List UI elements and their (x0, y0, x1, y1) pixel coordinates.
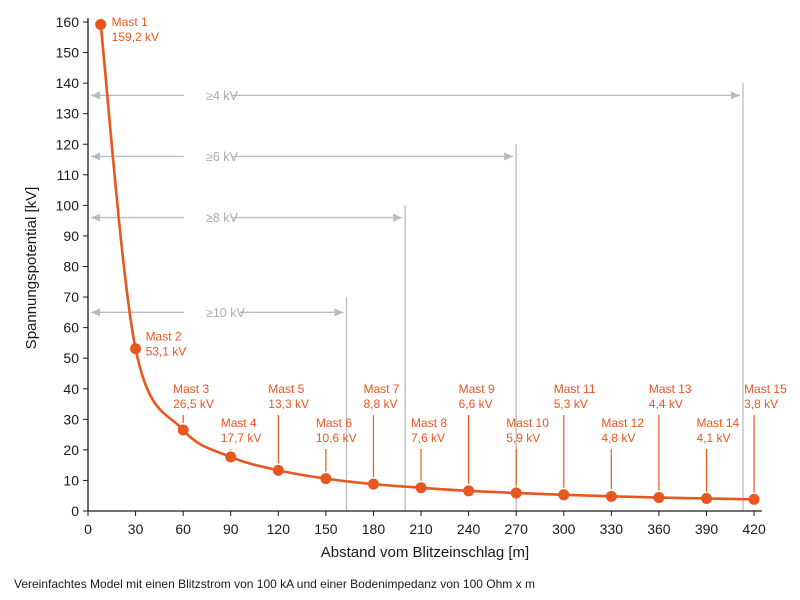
x-axis-title: Abstand vom Blitzeinschlag [m] (321, 544, 529, 561)
mast-name-label-6: Mast 6 (316, 416, 352, 430)
mast-point-9 (463, 485, 475, 497)
x-tick-label: 210 (409, 521, 433, 537)
y-axis-title: Spannungspotential [kV] (23, 187, 40, 350)
potential-curve (99, 23, 756, 501)
y-tick-label: 130 (56, 106, 80, 122)
mast-point-11 (558, 489, 570, 501)
reference-arrowhead-left-3 (91, 213, 100, 222)
mast-value-label-15: 3,8 kV (744, 397, 778, 411)
mast-name-label-12: Mast 12 (601, 416, 644, 430)
mast-point-15 (748, 493, 760, 505)
y-tick-label: 110 (57, 167, 80, 183)
mast-point-5 (272, 464, 284, 476)
mast-value-label-11: 5,3 kV (554, 397, 588, 411)
y-tick-label: 100 (56, 197, 80, 213)
mast-point-1 (95, 18, 107, 30)
mast-name-label-10: Mast 10 (506, 416, 549, 430)
reference-label-4: ≥10 kV (206, 306, 245, 320)
x-tick-label: 150 (314, 521, 338, 537)
mast-value-label-7: 8,8 kV (363, 397, 397, 411)
reference-arrowhead-left-4 (91, 308, 100, 317)
axes: 0 10 20 30 40 50 60 70 80 90 100 110 120 130 140 150 160… (56, 14, 766, 537)
x-tick-label: 180 (362, 521, 386, 537)
mast-name-label-15: Mast 15 (744, 382, 787, 396)
reference-label-2: ≥6 kV (206, 150, 239, 164)
mast-value-label-5: 13,3 kV (268, 397, 309, 411)
mast-point-8 (415, 482, 427, 494)
y-tick-label: 50 (63, 350, 79, 366)
reference-arrowhead-right-2 (504, 152, 514, 161)
mast-value-label-9: 6,6 kV (459, 397, 493, 411)
y-tick-label: 60 (63, 320, 79, 336)
mast-value-label-14: 4,1 kV (696, 431, 730, 445)
reference-arrowhead-left-1 (91, 91, 100, 100)
mast-value-label-3: 26,5 kV (173, 397, 214, 411)
mast-name-label-9: Mast 9 (459, 382, 495, 396)
reference-label-1: ≥4 kV (206, 89, 239, 103)
y-tick-label: 0 (71, 503, 79, 519)
curve (95, 18, 760, 505)
mast-name-label-3: Mast 3 (173, 382, 209, 396)
x-tick-label: 300 (552, 521, 576, 537)
reference-arrowhead-right-1 (730, 91, 740, 100)
mast-name-label-13: Mast 13 (649, 382, 692, 396)
mast-value-label-2: 53,1 kV (146, 345, 187, 359)
mast-value-label-10: 5,9 kV (506, 431, 540, 445)
y-tick-label: 10 (63, 472, 79, 488)
mast-point-3 (177, 424, 189, 436)
mast-value-label-8: 7,6 kV (411, 431, 445, 445)
x-tick-label: 0 (84, 521, 92, 537)
x-tick-label: 330 (600, 521, 624, 537)
mast-name-label-1: Mast 1 (112, 15, 148, 29)
mast-point-7 (367, 478, 379, 490)
mast-value-label-12: 4,8 kV (601, 431, 635, 445)
mast-point-13 (653, 492, 665, 504)
mast-name-label-8: Mast 8 (411, 416, 447, 430)
mast-name-label-2: Mast 2 (146, 330, 182, 344)
x-tick-label: 420 (742, 521, 766, 537)
reference-lines: ≥4 kV ≥6 kV ≥8 kV ≥10 kV (91, 83, 744, 511)
reference-arrowhead-right-3 (393, 213, 403, 222)
mast-name-label-11: Mast 11 (554, 382, 596, 396)
mast-point-12 (605, 490, 617, 502)
mast-value-label-13: 4,4 kV (649, 397, 683, 411)
x-tick-label: 270 (505, 521, 529, 537)
reference-arrowhead-left-2 (91, 152, 100, 161)
mast-point-6 (320, 473, 332, 485)
y-tick-label: 30 (63, 411, 79, 427)
y-tick-label: 80 (63, 259, 79, 275)
y-tick-label: 90 (63, 228, 79, 244)
y-tick-label: 40 (63, 381, 79, 397)
y-tick-label: 20 (63, 442, 79, 458)
reference-label-3: ≥8 kV (206, 211, 239, 225)
y-tick-label: 70 (63, 289, 79, 305)
mast-point-4 (225, 451, 237, 463)
x-tick-label: 240 (457, 521, 481, 537)
mast-name-label-4: Mast 4 (221, 416, 257, 430)
chart-caption: Vereinfachtes Model mit einen Blitzstrom… (14, 577, 535, 591)
mast-value-label-1: 159,2 kV (112, 30, 159, 44)
mast-point-10 (510, 487, 522, 499)
y-tick-label: 120 (56, 136, 80, 152)
mast-value-label-4: 17,7 kV (221, 431, 262, 445)
mast-name-label-5: Mast 5 (268, 382, 304, 396)
y-tick-label: 140 (56, 75, 80, 91)
mast-point-2 (130, 343, 142, 355)
x-tick-label: 360 (647, 521, 671, 537)
x-tick-label: 120 (267, 521, 291, 537)
mast-point-14 (700, 492, 712, 504)
x-tick-label: 90 (223, 521, 239, 537)
reference-arrowhead-right-4 (334, 308, 344, 317)
mast-name-label-14: Mast 14 (696, 416, 739, 430)
y-tick-label: 150 (56, 45, 80, 61)
x-tick-label: 390 (695, 521, 719, 537)
x-tick-label: 60 (175, 521, 191, 537)
x-tick-label: 30 (128, 521, 144, 537)
mast-value-label-6: 10,6 kV (316, 431, 357, 445)
y-tick-label: 160 (56, 14, 80, 30)
mast-name-label-7: Mast 7 (363, 382, 399, 396)
